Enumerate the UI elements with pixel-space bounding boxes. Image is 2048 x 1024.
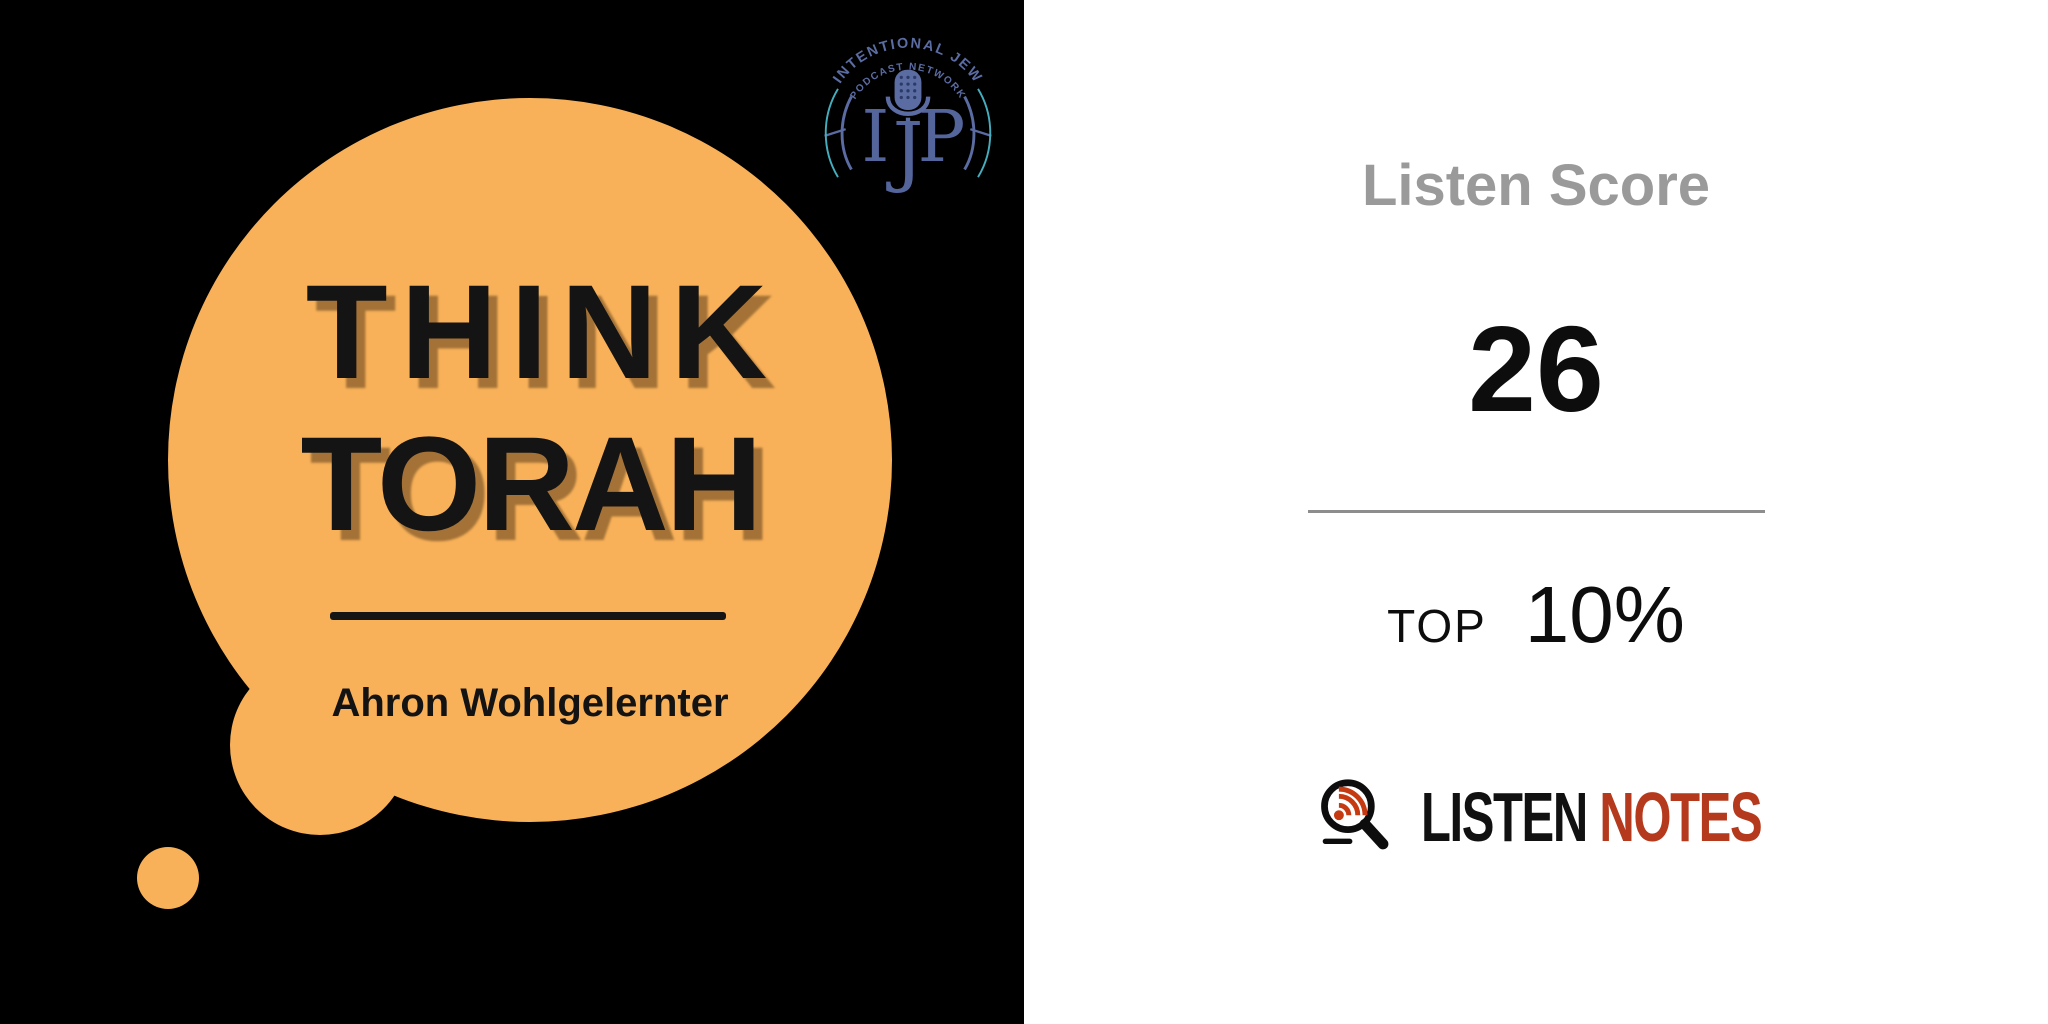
rank-label: TOP [1387, 600, 1487, 652]
left-parenthesis-arcs [824, 88, 853, 178]
cover-title-line2: TORAH [300, 410, 763, 559]
thought-bubble-tail [230, 655, 410, 835]
magnifier-handle [1359, 818, 1389, 850]
thought-bubble-dot [137, 847, 199, 909]
cover-divider-line [330, 612, 726, 620]
brand-word-notes: NOTES [1599, 778, 1762, 856]
listen-score-panel: Listen Score 26 TOP 10% LISTEN NOTES [1024, 0, 2048, 1024]
cover-author-name: Ahron Wohlgelernter [331, 681, 729, 725]
listen-notes-wordmark: LISTEN NOTES [1421, 782, 1763, 852]
right-parenthesis-arcs [963, 88, 992, 178]
score-divider-line [1308, 510, 1765, 513]
monogram-letter-j: J [886, 107, 924, 196]
rss-waves-icon [1333, 786, 1368, 821]
cover-title-line1: THINK [305, 258, 781, 407]
listen-notes-logo[interactable]: LISTEN NOTES [1024, 772, 2048, 862]
intentional-jew-podcast-network-logo: INTENTIONAL JEW PODCAST NETWORK I P [824, 35, 992, 196]
magnifier-rss-icon [1321, 779, 1389, 850]
rank-value: 10% [1524, 570, 1685, 659]
rank-row: TOP 10% [1024, 575, 2048, 655]
podcast-cover-art: THINK TORAH Ahron Wohlgelernter INTENTIO… [0, 0, 1024, 1024]
listen-score-heading: Listen Score [1361, 153, 1711, 218]
listen-score-value: 26 [1468, 301, 1604, 437]
microphone-icon [885, 69, 931, 130]
monogram-letter-i: I [861, 95, 889, 178]
brand-word-listen: LISTEN [1420, 778, 1588, 856]
